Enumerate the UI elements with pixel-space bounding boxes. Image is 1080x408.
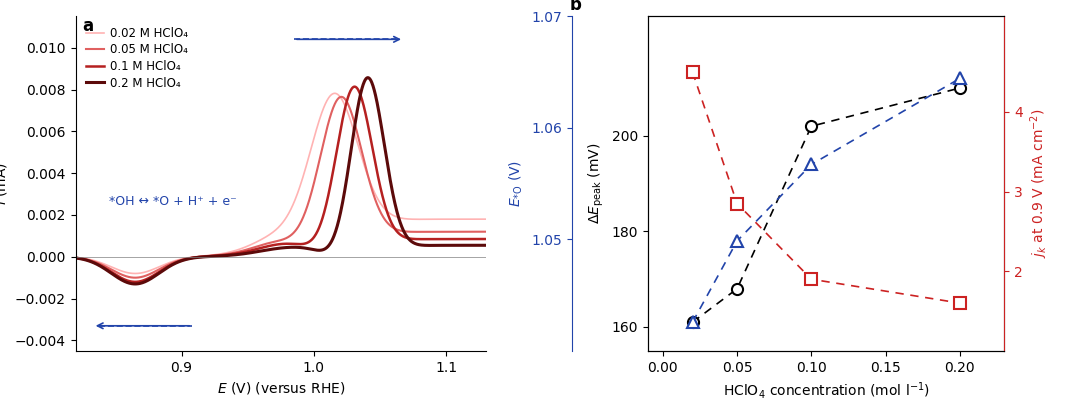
0.05 M HClO₄: [111, 270, 124, 275]
0.02 M HClO₄: [235, 246, 248, 251]
0.2 M HClO₄: [69, 255, 82, 260]
0.02 M HClO₄: [390, 214, 403, 219]
0.2 M HClO₄: [480, 243, 492, 248]
0.2 M HClO₄: [111, 275, 124, 280]
0.02 M HClO₄: [397, 216, 410, 221]
0.2 M HClO₄: [361, 75, 374, 80]
Y-axis label: $j_k$ at 0.9 V (mA cm$^{-2}$): $j_k$ at 0.9 V (mA cm$^{-2}$): [1028, 109, 1050, 258]
Legend: 0.02 M HClO₄, 0.05 M HClO₄, 0.1 M HClO₄, 0.2 M HClO₄: 0.02 M HClO₄, 0.05 M HClO₄, 0.1 M HClO₄,…: [81, 22, 192, 94]
0.05 M HClO₄: [390, 227, 403, 232]
0.02 M HClO₄: [328, 91, 341, 96]
X-axis label: HClO$_4$ concentration (mol l$^{-1}$): HClO$_4$ concentration (mol l$^{-1}$): [723, 380, 930, 401]
0.05 M HClO₄: [235, 248, 248, 253]
0.05 M HClO₄: [397, 229, 410, 234]
0.02 M HClO₄: [111, 267, 124, 272]
0.05 M HClO₄: [69, 255, 82, 260]
0.2 M HClO₄: [351, 105, 364, 110]
Y-axis label: $i$ (mA): $i$ (mA): [0, 162, 10, 205]
Text: b: b: [569, 0, 581, 13]
0.02 M HClO₄: [352, 143, 365, 148]
Line: 0.05 M HClO₄: 0.05 M HClO₄: [76, 97, 486, 278]
0.05 M HClO₄: [352, 135, 365, 140]
0.05 M HClO₄: [335, 94, 348, 99]
0.1 M HClO₄: [348, 84, 361, 89]
0.05 M HClO₄: [129, 275, 141, 280]
0.2 M HClO₄: [129, 282, 141, 286]
Line: 0.2 M HClO₄: 0.2 M HClO₄: [76, 78, 486, 284]
0.2 M HClO₄: [397, 229, 410, 234]
Text: a: a: [82, 17, 93, 35]
Line: 0.1 M HClO₄: 0.1 M HClO₄: [76, 86, 486, 282]
0.1 M HClO₄: [397, 234, 410, 239]
Line: 0.02 M HClO₄: 0.02 M HClO₄: [76, 93, 486, 273]
Text: *OH ↔ *O + H⁺ + e⁻: *OH ↔ *O + H⁺ + e⁻: [109, 195, 237, 208]
Y-axis label: $E_{*\mathrm{O}}$ (V): $E_{*\mathrm{O}}$ (V): [508, 160, 526, 207]
0.05 M HClO₄: [251, 244, 264, 249]
0.02 M HClO₄: [251, 239, 264, 244]
0.1 M HClO₄: [111, 273, 124, 278]
0.2 M HClO₄: [235, 252, 248, 257]
0.1 M HClO₄: [480, 237, 492, 242]
0.05 M HClO₄: [480, 229, 492, 234]
0.1 M HClO₄: [251, 246, 264, 251]
0.02 M HClO₄: [480, 217, 492, 222]
0.2 M HClO₄: [390, 207, 403, 212]
0.1 M HClO₄: [235, 250, 248, 255]
0.1 M HClO₄: [69, 255, 82, 260]
0.02 M HClO₄: [129, 271, 141, 276]
0.1 M HClO₄: [129, 279, 141, 284]
X-axis label: $E$ (V) (versus RHE): $E$ (V) (versus RHE): [217, 380, 345, 396]
0.1 M HClO₄: [352, 87, 365, 92]
0.2 M HClO₄: [251, 249, 264, 254]
0.1 M HClO₄: [390, 228, 403, 233]
0.02 M HClO₄: [69, 255, 82, 260]
Y-axis label: $\Delta E_{\mathrm{peak}}$ (mV): $\Delta E_{\mathrm{peak}}$ (mV): [586, 143, 606, 224]
